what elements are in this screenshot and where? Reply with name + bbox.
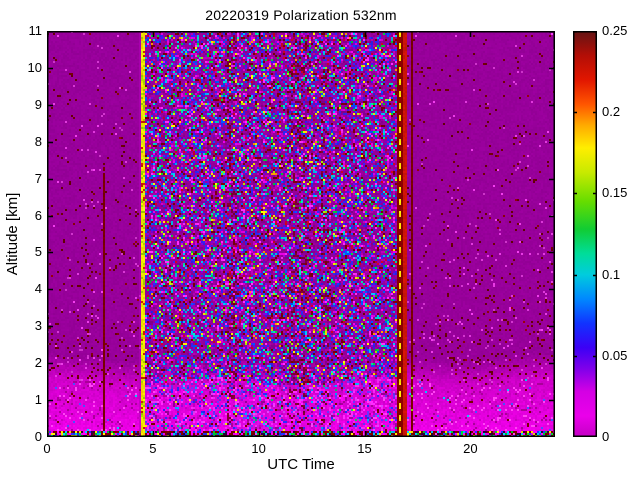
colorbar-tick-label: 0.15 bbox=[602, 185, 628, 201]
y-tick-label: 5 bbox=[34, 244, 42, 260]
y-axis-label: Altitude [km] bbox=[4, 192, 21, 276]
heatmap-canvas bbox=[47, 31, 555, 437]
y-tick-label: 10 bbox=[27, 59, 42, 75]
y-tick-label: 2 bbox=[34, 355, 42, 371]
y-tick-label: 7 bbox=[34, 170, 42, 186]
y-tick-label: 0 bbox=[34, 429, 42, 444]
x-axis-label: UTC Time bbox=[267, 456, 335, 473]
y-tick-label: 1 bbox=[34, 392, 42, 408]
x-tick-label: 0 bbox=[43, 441, 51, 456]
y-tick-label: 9 bbox=[34, 96, 42, 112]
y-tick-label: 4 bbox=[34, 281, 42, 297]
colorbar-tick-label: 0.25 bbox=[602, 23, 628, 38]
chart-title: 20220319 Polarization 532nm bbox=[205, 7, 397, 23]
colorbar-tick-label: 0 bbox=[602, 429, 610, 444]
colorbar-tick-label: 0.05 bbox=[602, 347, 628, 363]
x-tick-label: 15 bbox=[357, 441, 372, 456]
colorbar-tick-label: 0.1 bbox=[602, 266, 621, 282]
x-tick-label: 20 bbox=[463, 441, 478, 456]
y-tick-label: 6 bbox=[34, 207, 42, 223]
colorbar-tick-label: 0.2 bbox=[602, 104, 621, 120]
x-tick-label: 10 bbox=[251, 441, 266, 456]
y-tick-label: 8 bbox=[34, 133, 42, 149]
y-tick-label: 11 bbox=[28, 23, 43, 38]
y-tick-label: 3 bbox=[34, 318, 42, 334]
x-tick-label: 5 bbox=[149, 441, 157, 456]
colorbar-canvas bbox=[573, 31, 597, 437]
